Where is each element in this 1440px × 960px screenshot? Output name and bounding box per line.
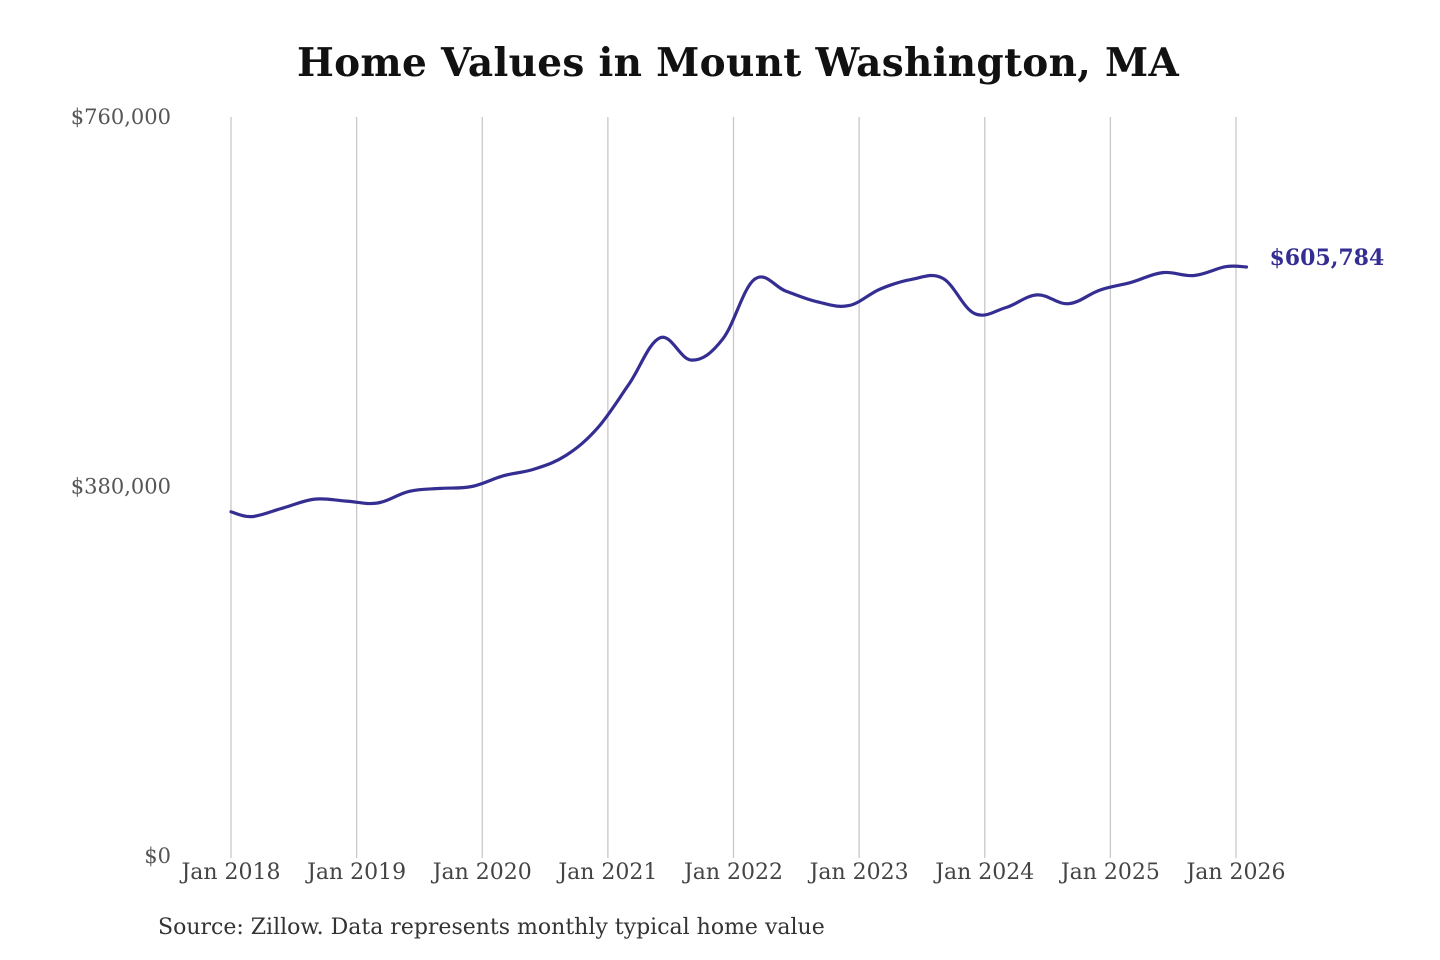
chart-title: Home Values in Mount Washington, MA xyxy=(296,40,1180,86)
y-tick-label: $380,000 xyxy=(71,475,171,499)
series-line xyxy=(229,264,1249,519)
x-tick-label: Jan 2026 xyxy=(1184,860,1285,885)
x-tick-label: Jan 2025 xyxy=(1059,860,1160,885)
end-label-layer: $605,784 xyxy=(1269,245,1384,271)
source-note: Source: Zillow. Data represents monthly … xyxy=(158,915,825,940)
y-axis-ticks: $0 $380,000 $760,000 xyxy=(71,105,171,868)
x-tick-label: Jan 2021 xyxy=(556,860,657,885)
x-tick-label: Jan 2022 xyxy=(682,860,783,885)
series-layer xyxy=(229,264,1249,519)
y-tick-label: $760,000 xyxy=(71,105,171,129)
x-tick-label: Jan 2019 xyxy=(305,860,406,885)
x-tick-label: Jan 2018 xyxy=(179,860,280,885)
x-tick-label: Jan 2024 xyxy=(933,860,1034,885)
x-axis-ticks: Jan 2018 Jan 2019 Jan 2020 Jan 2021 Jan 2022… xyxy=(179,860,1285,885)
x-tick-label: Jan 2020 xyxy=(431,860,532,885)
y-tick-label: $0 xyxy=(144,844,171,868)
x-tick-label: Jan 2023 xyxy=(808,860,909,885)
end-value-label: $605,784 xyxy=(1269,245,1384,271)
gridlines xyxy=(230,117,1237,858)
